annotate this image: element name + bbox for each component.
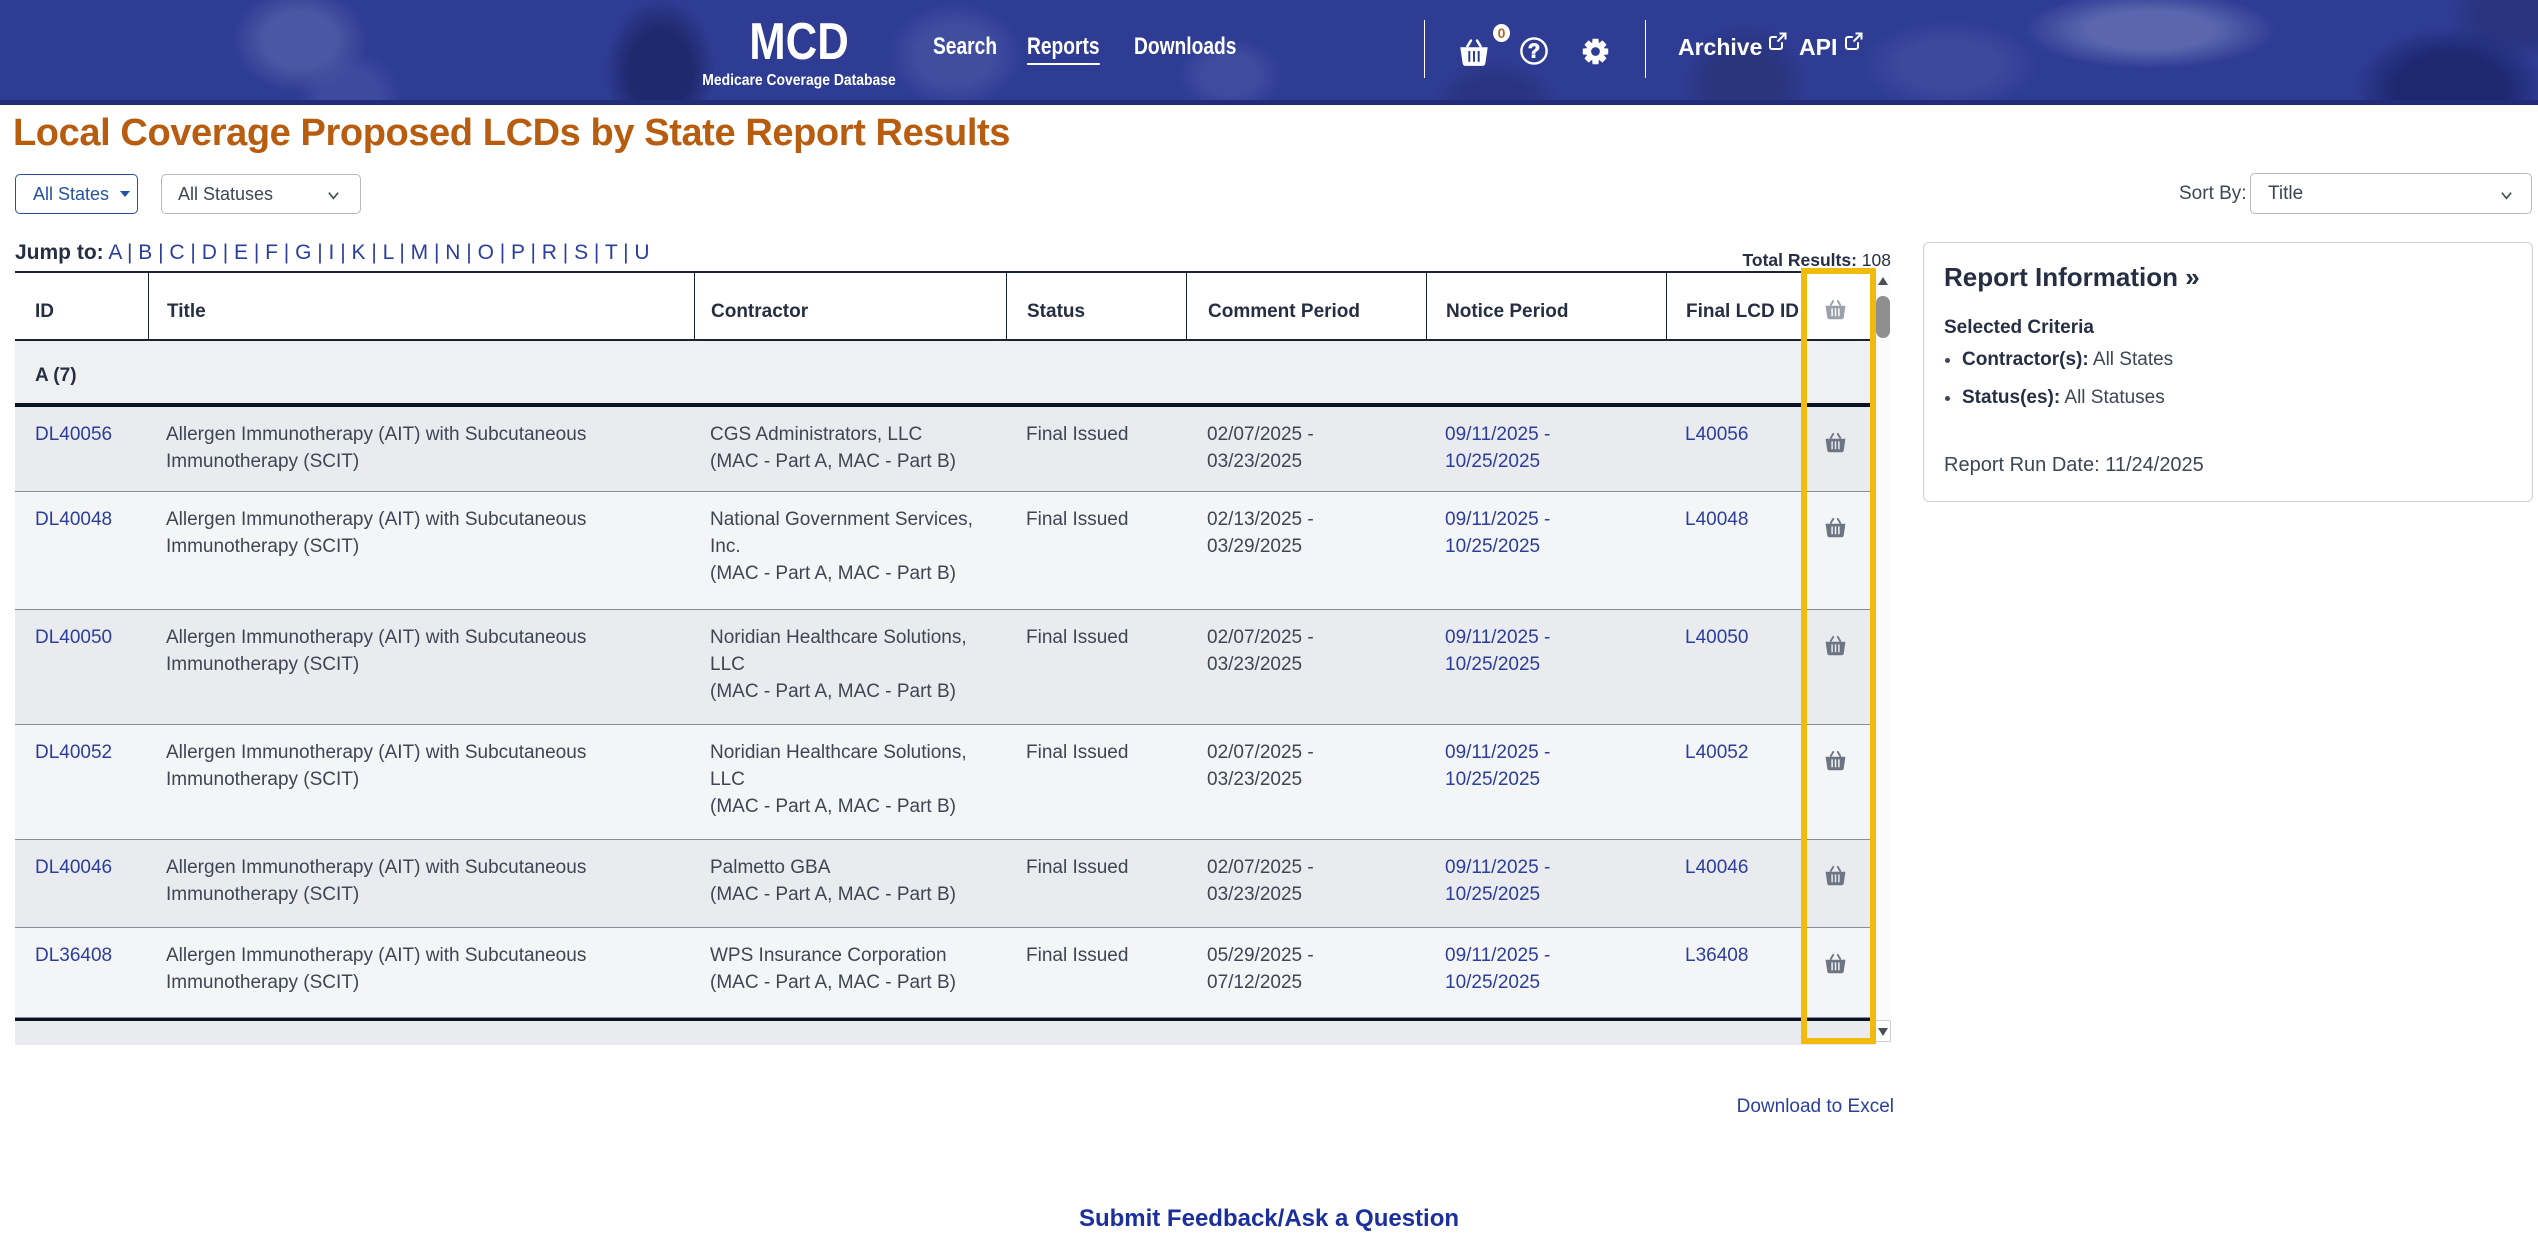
svg-text:?: ?	[1528, 41, 1540, 63]
